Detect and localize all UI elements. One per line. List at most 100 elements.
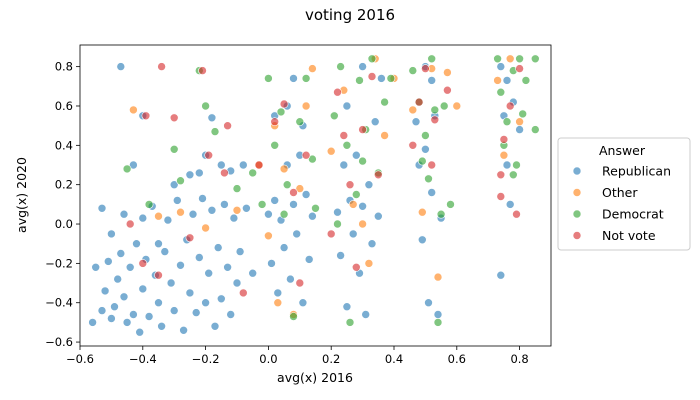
point-republican <box>348 229 358 239</box>
point-democrat <box>176 176 185 185</box>
point-republican <box>427 76 437 85</box>
point-other <box>417 207 427 217</box>
point-democrat <box>515 54 524 64</box>
point-republican <box>207 206 217 215</box>
legend-box <box>557 137 691 251</box>
point-republican <box>333 207 342 217</box>
point-democrat <box>282 180 292 189</box>
point-republican <box>157 321 166 331</box>
point-democrat <box>508 170 518 180</box>
point-democrat <box>210 127 220 136</box>
point-other <box>493 76 502 85</box>
point-other <box>279 164 289 174</box>
point-democrat <box>329 111 339 121</box>
point-republican <box>226 310 235 319</box>
point-republican <box>154 239 163 248</box>
point-republican <box>411 117 421 126</box>
point-not-vote <box>254 160 264 170</box>
point-republican <box>358 202 367 211</box>
point-republican <box>191 308 201 317</box>
point-democrat <box>276 107 286 117</box>
point-not-vote <box>289 188 298 197</box>
point-democrat <box>408 66 418 75</box>
point-republican <box>160 247 170 256</box>
y-tick-label: 0.0 <box>55 217 73 231</box>
point-not-vote <box>125 219 135 229</box>
point-republican <box>377 74 386 83</box>
point-democrat <box>421 131 430 140</box>
point-democrat <box>342 141 352 150</box>
point-republican <box>210 321 220 331</box>
point-democrat <box>424 174 433 184</box>
point-other <box>348 200 358 209</box>
point-republican <box>267 259 276 268</box>
point-not-vote <box>496 170 506 180</box>
point-democrat <box>257 200 267 209</box>
point-democrat <box>439 101 449 111</box>
point-not-vote <box>499 135 509 144</box>
x-axis: −0.6 −0.4 −0.2 0.0 0.2 0.4 0.6 0.8 <box>66 346 529 366</box>
point-republican <box>273 288 283 298</box>
point-republican <box>220 200 229 209</box>
point-republican <box>298 298 308 308</box>
point-democrat <box>308 154 317 164</box>
point-other <box>201 223 210 233</box>
point-republican <box>188 209 198 219</box>
x-axis-label: avg(x) 2016 <box>277 370 353 385</box>
point-other <box>154 211 163 221</box>
point-not-vote <box>512 209 521 219</box>
scatter-points <box>88 54 540 337</box>
y-axis: −0.6 −0.4 −0.2 0.0 0.2 0.4 0.6 0.8 <box>45 60 80 349</box>
point-democrat <box>512 160 521 170</box>
point-not-vote <box>505 101 515 111</box>
point-democrat <box>386 74 396 83</box>
point-republican <box>515 125 524 134</box>
point-republican <box>264 209 273 219</box>
point-other <box>443 68 452 77</box>
point-republican <box>370 117 380 126</box>
point-republican <box>138 284 148 294</box>
point-republican <box>286 274 295 284</box>
point-republican <box>138 213 148 223</box>
point-democrat <box>122 164 132 174</box>
point-democrat <box>232 184 242 193</box>
point-not-vote <box>295 278 305 288</box>
point-not-vote <box>496 192 506 201</box>
point-republican <box>91 262 100 272</box>
point-other <box>264 231 273 241</box>
point-not-vote <box>358 125 367 134</box>
y-tick-label: 0.2 <box>55 178 73 192</box>
point-republican <box>339 160 349 170</box>
point-democrat <box>496 87 506 97</box>
point-republican <box>235 247 245 256</box>
point-not-vote <box>430 115 440 125</box>
chart-title: voting 2016 <box>305 6 395 24</box>
y-tick-label: 0.6 <box>55 99 73 113</box>
point-republican <box>198 194 207 203</box>
point-not-vote <box>141 111 151 121</box>
y-axis-label: avg(x) 2020 <box>14 157 29 233</box>
point-republican <box>496 62 506 71</box>
point-democrat <box>311 204 320 213</box>
point-democrat <box>417 156 427 166</box>
point-other <box>308 64 317 73</box>
legend-marker-other <box>572 188 582 197</box>
point-democrat <box>430 105 440 115</box>
point-not-vote <box>279 99 289 109</box>
point-republican <box>113 274 122 284</box>
point-republican <box>119 209 129 219</box>
point-republican <box>496 270 506 280</box>
y-tick-label: −0.6 <box>45 335 73 349</box>
point-republican <box>129 160 138 170</box>
point-other <box>295 184 305 193</box>
point-republican <box>502 160 512 170</box>
point-not-vote <box>345 180 355 189</box>
point-not-vote <box>421 64 430 73</box>
point-democrat <box>301 74 311 83</box>
point-democrat <box>502 117 512 126</box>
point-democrat <box>201 101 210 111</box>
point-republican <box>433 310 443 319</box>
point-not-vote <box>204 150 213 160</box>
point-republican <box>107 314 116 323</box>
